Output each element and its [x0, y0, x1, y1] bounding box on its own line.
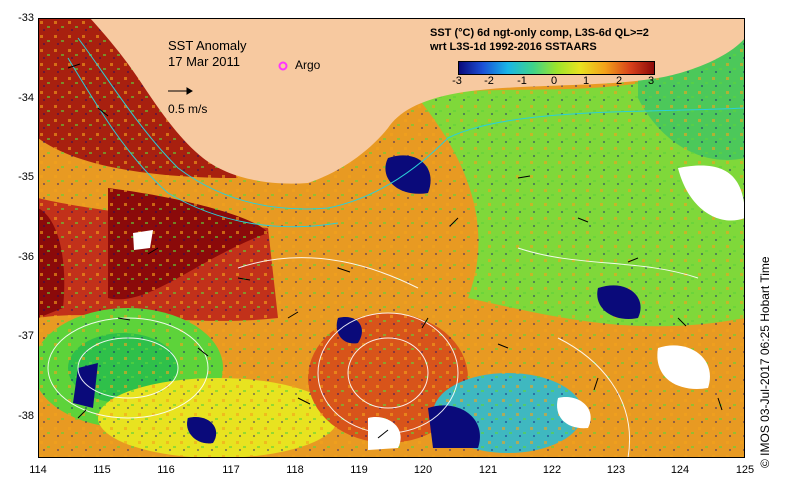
y-tick-label: -35 — [18, 171, 34, 183]
x-tick-label: 114 — [29, 464, 47, 476]
no-data-patches — [133, 165, 745, 450]
y-tick-label: -37 — [18, 330, 34, 342]
map-title-block: SST Anomaly 17 Mar 2011 — [168, 38, 247, 70]
x-tick-label: 119 — [350, 464, 368, 476]
x-tick-label: 118 — [286, 464, 304, 476]
colorbar-tick: 3 — [647, 75, 655, 87]
map-date: 17 Mar 2011 — [168, 54, 241, 69]
cold-patches — [73, 155, 641, 448]
colorbar-tick: -2 — [484, 75, 494, 87]
x-tick-label: 120 — [413, 464, 433, 476]
colorbar — [458, 61, 655, 75]
colorbar-tick: 0 — [550, 75, 558, 87]
legend-title: SST (°C) 6d ngt-only comp, L3S-6d QL>=2 … — [430, 26, 649, 54]
sst-map[interactable] — [38, 18, 745, 458]
colorbar-tick: 2 — [615, 75, 623, 87]
x-tick-label: 117 — [222, 464, 240, 476]
map-border — [38, 18, 745, 458]
scale-arrow — [168, 87, 193, 95]
x-tick-label: 125 — [735, 464, 755, 476]
colorbar-tick: 1 — [582, 75, 590, 87]
y-tick-label: -36 — [18, 251, 34, 263]
imos-credit: © IMOS 03-Jul-2017 06:25 Hobart Time — [758, 256, 772, 468]
legend-line-2: wrt L3S-1d 1992-2016 SSTAARS — [430, 41, 597, 53]
x-tick-label: 123 — [606, 464, 626, 476]
bathymetry-contours — [67, 37, 745, 228]
colorbar-tick: -3 — [452, 75, 462, 87]
legend-line-1: SST (°C) 6d ngt-only comp, L3S-6d QL>=2 — [430, 27, 649, 39]
sea-level-contours — [47, 247, 699, 458]
x-tick-label: 116 — [157, 464, 175, 476]
argo-label: Argo — [295, 58, 321, 72]
current-vectors — [67, 63, 723, 439]
y-tick-label: -33 — [18, 12, 34, 24]
x-tick-label: 115 — [93, 464, 111, 476]
colorbar-tick: -1 — [517, 75, 527, 87]
x-tick-label: 124 — [670, 464, 690, 476]
sst-map-canvas[interactable] — [38, 18, 745, 458]
scale-label: 0.5 m/s — [168, 102, 208, 116]
land-mass — [90, 18, 745, 184]
x-tick-label: 122 — [542, 464, 562, 476]
map-title: SST Anomaly — [168, 38, 247, 53]
argo-marker — [278, 61, 288, 71]
y-tick-label: -38 — [18, 410, 34, 422]
x-tick-label: 121 — [478, 464, 498, 476]
y-tick-label: -34 — [18, 92, 34, 104]
